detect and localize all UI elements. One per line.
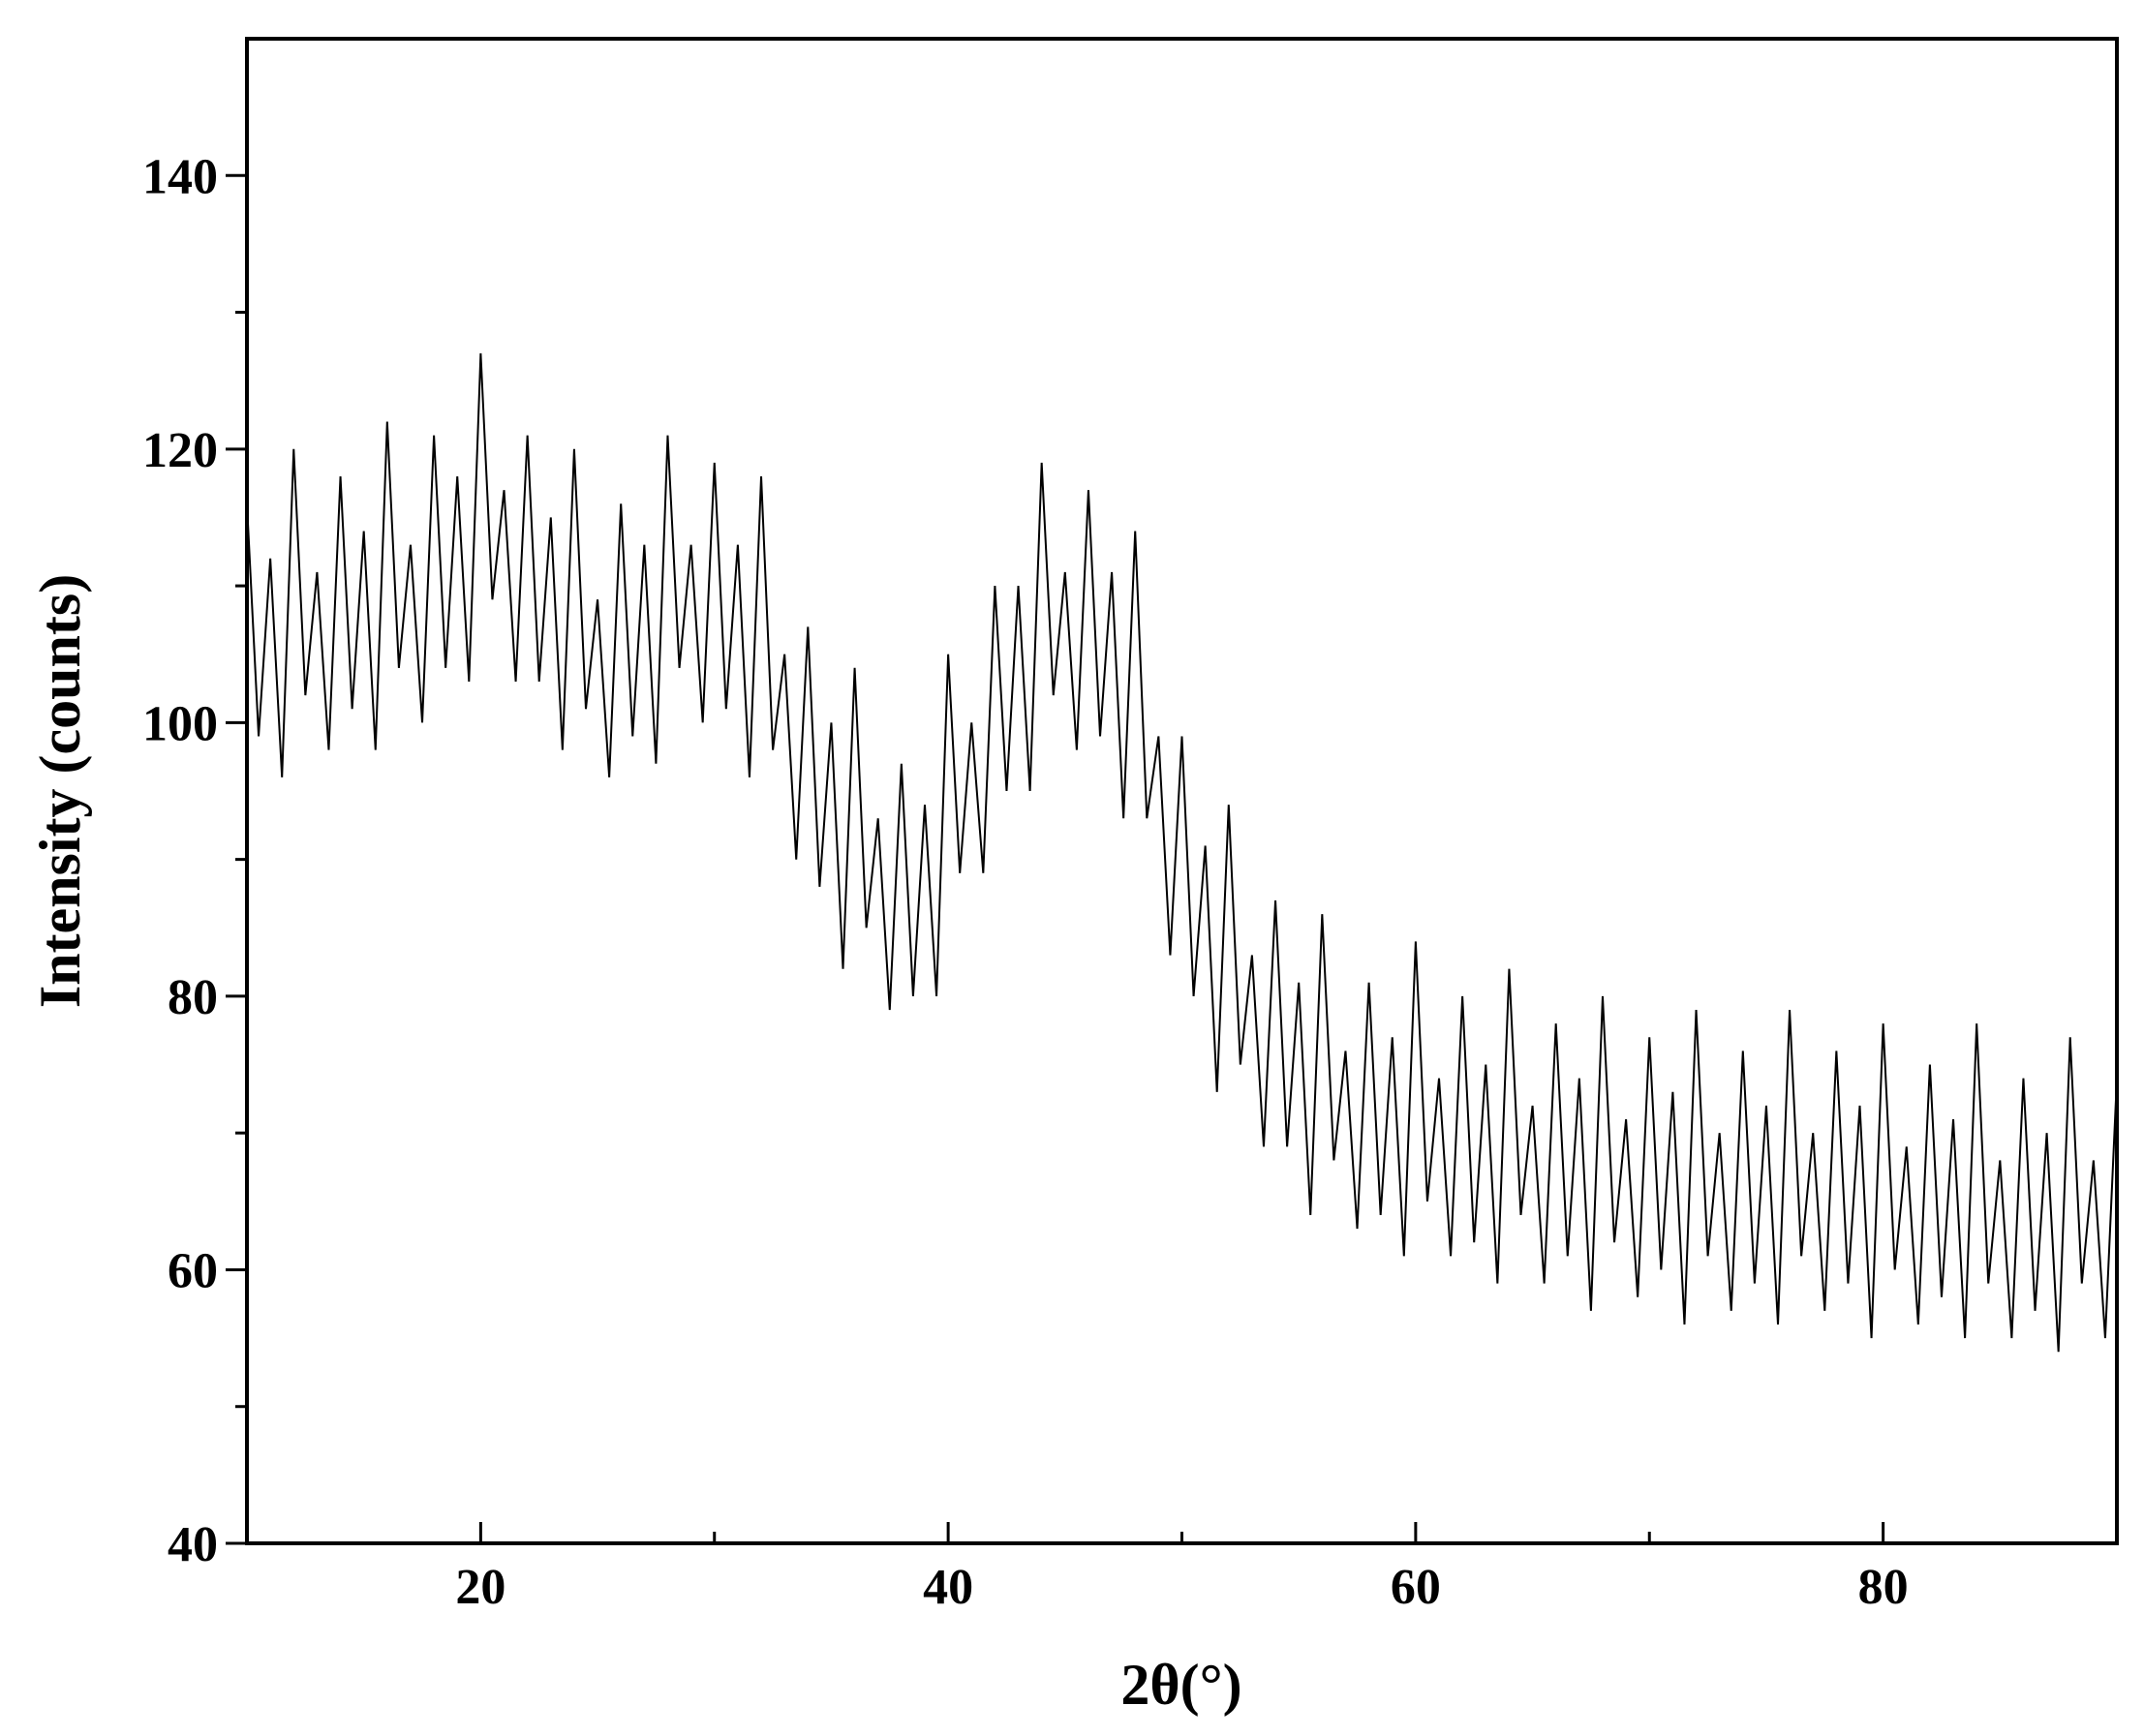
y-tick-label: 60 xyxy=(168,1243,218,1298)
y-axis-label: Intensity (counts) xyxy=(28,574,92,1008)
x-tick-label: 60 xyxy=(1391,1560,1441,1615)
data-line xyxy=(246,352,2118,1353)
y-tick-label: 140 xyxy=(142,149,218,204)
plot-frame xyxy=(245,37,2119,1545)
y-tick-label: 120 xyxy=(142,423,218,478)
y-tick-label: 40 xyxy=(168,1517,218,1572)
x-axis-label: 2θ(°) xyxy=(1120,1653,1241,1717)
x-tick-label: 40 xyxy=(923,1560,973,1615)
x-tick-label: 80 xyxy=(1858,1560,1909,1615)
y-tick-label: 80 xyxy=(168,970,218,1025)
x-tick-label: 20 xyxy=(455,1560,505,1615)
y-tick-label: 100 xyxy=(142,696,218,751)
